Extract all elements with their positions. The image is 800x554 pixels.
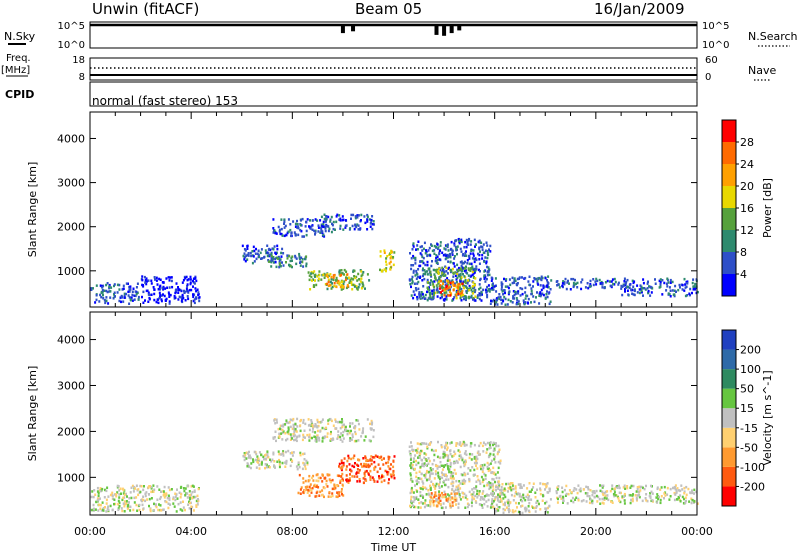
velocity-colorbar-band-2 [722,447,736,467]
xtick-label-6: 00:00 [681,525,713,538]
velocity-colorbar-band-0 [722,486,736,506]
power-colorbar-tick-1: 8 [740,246,747,259]
nsky-dip-5 [457,25,462,31]
power-cells [90,213,699,306]
power-colorbar-band-2 [722,230,736,252]
power-colorbar-tick-0: 4 [740,268,747,281]
velocity-ytick-1000: 1000 [57,471,85,484]
freq-frame [89,57,698,81]
xtick-label-0: 00:00 [74,525,106,538]
power-colorbar-tick-6: 28 [740,136,754,149]
velocity-colorbar-tick-1: 100 [740,363,761,376]
nave-label: Nave [748,64,777,77]
power-colorbar-tick-3: 16 [740,202,754,215]
freq-label: Freq. [6,53,31,64]
cpid-text: normal (fast stereo) 153 [92,94,239,108]
velocity-colorbar-band-8 [722,330,736,350]
power-ylabel: Slant Range [km] [26,162,39,258]
nsearch-tick-bottom: 10^0 [702,40,729,51]
velocity-colorbar-label: Velocity [m s^-1] [761,370,774,465]
nsky-frame [89,21,698,49]
nsky-tick-top: 10^5 [58,21,85,32]
xtick-label-4: 16:00 [479,525,511,538]
velocity-ytick-4000: 4000 [57,334,85,347]
velocity-colorbar-tick-4: -15 [740,422,758,435]
power-colorbar-band-4 [722,186,736,208]
velocity-cells [90,417,699,515]
power-colorbar-band-6 [722,142,736,164]
velocity-colorbar-frame [721,329,737,507]
power-colorbar-band-5 [722,164,736,186]
power-ytick-1000: 1000 [57,265,85,278]
power-colorbar-band-1 [722,252,736,274]
nsky-dip-0 [340,25,345,34]
power-colorbar-band-7 [722,120,736,142]
xtick-label-2: 08:00 [276,525,308,538]
velocity-ytick-2000: 2000 [57,425,85,438]
power-colorbar-band-0 [722,274,736,296]
power-ytick-4000: 4000 [57,132,85,145]
power-ytick-3000: 3000 [57,177,85,190]
xtick-label-5: 20:00 [580,525,612,538]
xtick-label-1: 04:00 [175,525,207,538]
nsearch-tick-top: 10^5 [702,21,729,32]
nsky-dip-4 [449,25,454,34]
nave-tick-bottom: 0 [705,72,711,83]
nsearch-label: N.Search [748,30,798,43]
power-colorbar-tick-4: 20 [740,180,754,193]
power-frame [89,111,698,308]
power-ytick-2000: 2000 [57,221,85,234]
cpid-label: CPID [5,88,35,101]
velocity-colorbar-band-1 [722,466,736,487]
nave-tick-top: 60 [705,55,718,66]
xtick-label-3: 12:00 [378,525,410,538]
nsky-dip-2 [434,25,439,35]
power-colorbar-tick-2: 12 [740,224,754,237]
velocity-colorbar-tick-6: -100 [740,461,765,474]
velocity-colorbar-band-5 [722,388,736,409]
beam-title: Beam 05 [355,0,423,18]
power-colorbar-band-3 [722,208,736,230]
velocity-colorbar-band-4 [722,408,736,428]
nsky-dip-3 [442,25,447,36]
nsky-label: N.Sky [4,30,36,43]
site-title: Unwin (fitACF) [92,0,200,18]
cpid-frame [89,81,698,107]
velocity-frame [89,311,698,516]
velocity-colorbar-tick-7: -200 [740,480,765,493]
velocity-colorbar-tick-0: 200 [740,344,761,357]
date-title: 16/Jan/2009 [594,0,685,18]
velocity-colorbar-tick-3: 15 [740,402,754,415]
velocity-ytick-3000: 3000 [57,379,85,392]
power-colorbar-tick-5: 24 [740,158,754,171]
xlabel: Time UT [370,541,416,554]
nsky-tick-bottom: 10^0 [58,40,85,51]
velocity-colorbar-band-6 [722,369,736,389]
freq-tick-top: 18 [72,55,85,66]
velocity-colorbar-tick-5: -50 [740,441,758,454]
velocity-colorbar-tick-2: 50 [740,383,754,396]
power-colorbar-label: Power [dB] [761,178,774,238]
freq-unit: [MHz] [1,65,31,76]
velocity-colorbar-band-7 [722,349,736,370]
nsky-dip-1 [351,25,356,32]
velocity-ylabel: Slant Range [km] [26,366,39,462]
freq-tick-bottom: 8 [79,72,85,83]
velocity-colorbar-band-3 [722,427,736,448]
